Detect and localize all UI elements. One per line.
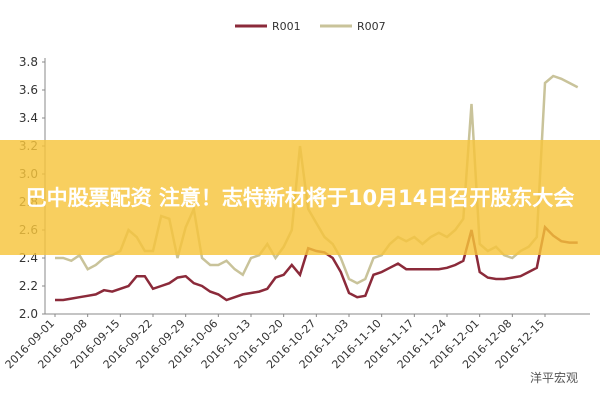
y-tick-label: 2.2 (19, 279, 38, 293)
legend-label: R007 (357, 20, 386, 33)
legend-label: R001 (272, 20, 301, 33)
y-tick-label: 2.0 (19, 307, 38, 321)
banner-text: 巴中股票配资 注意！志特新材将于10月14日召开股东大会 (25, 185, 575, 210)
y-tick-label: 3.4 (19, 111, 38, 125)
y-tick-label: 3.8 (19, 55, 38, 69)
watermark: 洋平宏观 (529, 371, 578, 385)
y-tick-label: 3.6 (19, 83, 38, 97)
banner: 巴中股票配资 注意！志特新材将于10月14日召开股东大会 (0, 140, 600, 255)
